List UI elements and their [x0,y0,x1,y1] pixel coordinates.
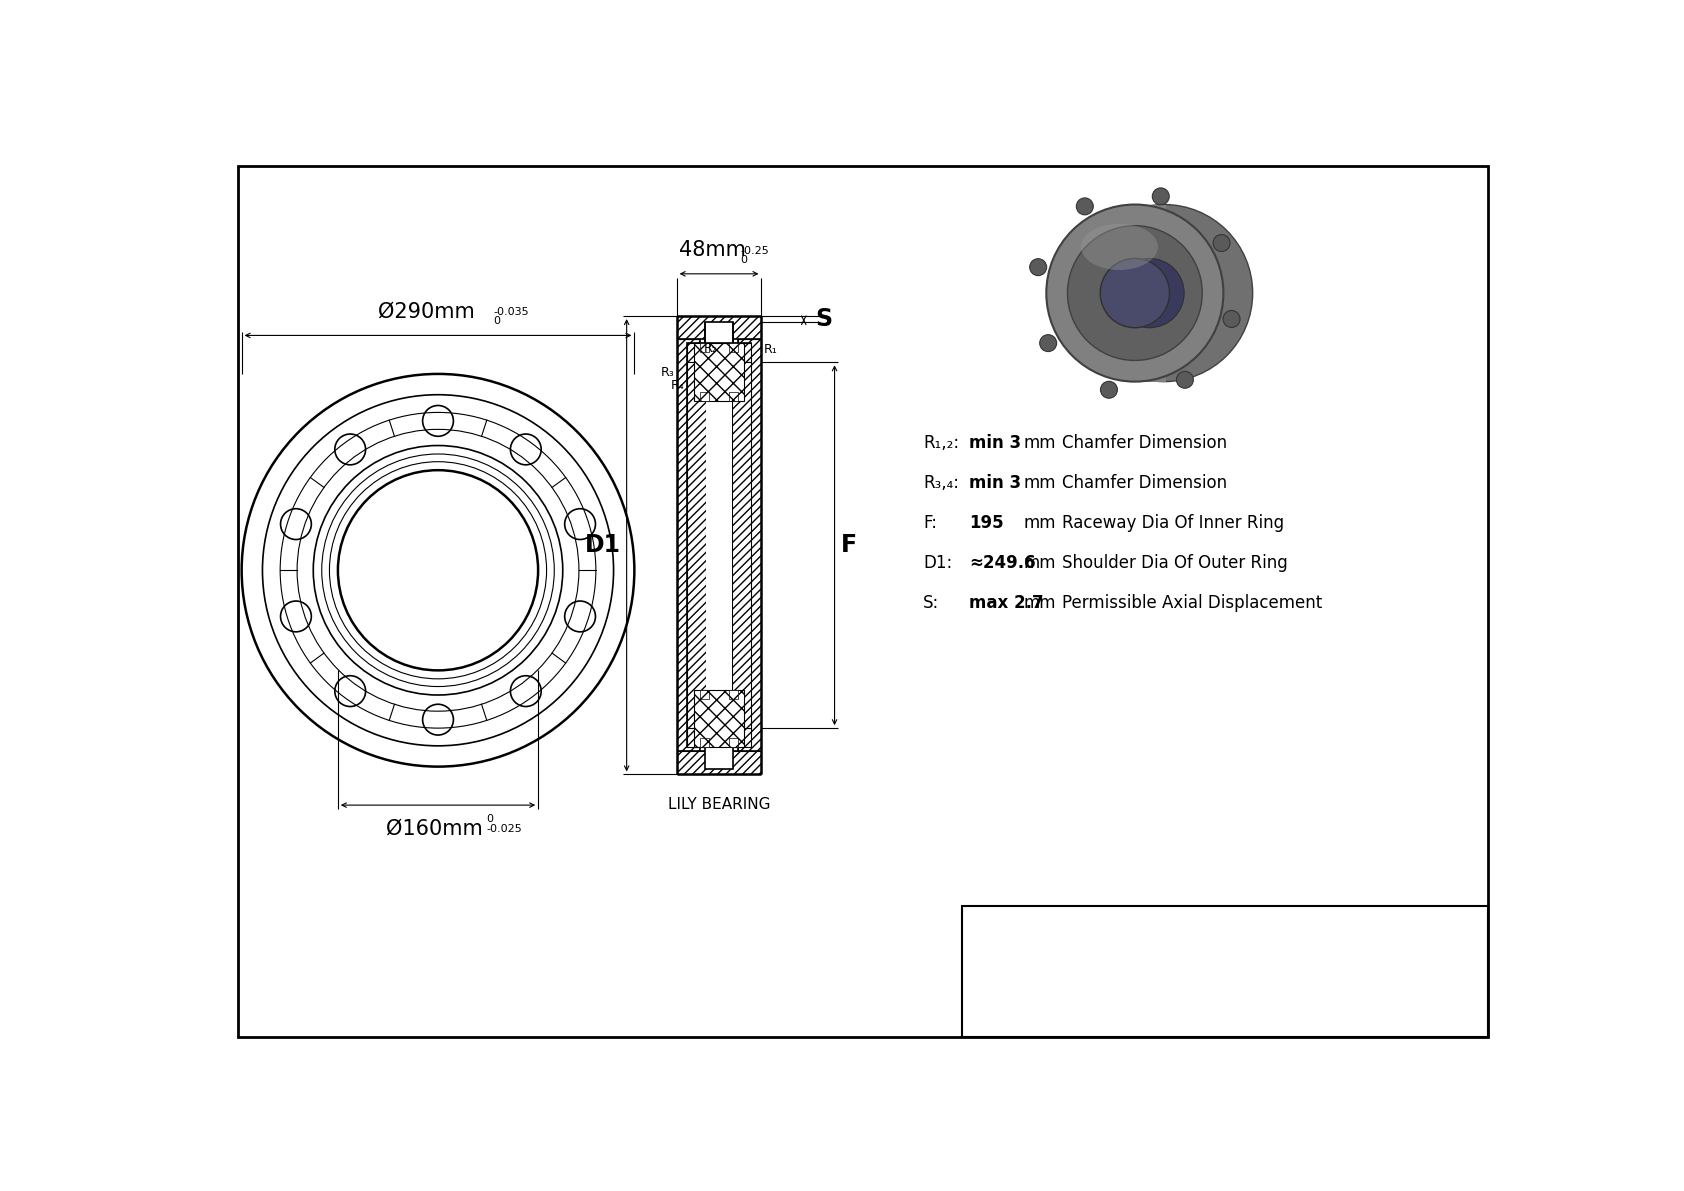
Bar [729,343,738,353]
Bar [687,362,706,728]
Text: min 3: min 3 [970,435,1022,453]
Bar [733,362,751,728]
Ellipse shape [1100,258,1169,328]
Text: mm: mm [1024,474,1056,492]
Bar [729,738,738,748]
Bar [706,748,733,769]
Bar [694,690,744,748]
Text: SHANGHAI LILY BEARING LIMITED: SHANGHAI LILY BEARING LIMITED [1123,921,1462,939]
Bar [962,906,1489,1037]
Text: 0: 0 [493,316,500,326]
Bar [701,690,709,699]
Bar [738,339,761,752]
Text: Raceway Dia Of Inner Ring: Raceway Dia Of Inner Ring [1061,515,1283,532]
Ellipse shape [1046,205,1223,381]
Text: mm: mm [1024,515,1056,532]
Bar [701,738,709,748]
Bar [687,343,751,362]
Text: LILY: LILY [973,910,1084,959]
Text: mm: mm [1024,554,1056,573]
Text: LILY BEARING: LILY BEARING [669,798,770,812]
Text: Chamfer Dimension: Chamfer Dimension [1061,435,1228,453]
Text: min 3: min 3 [970,474,1022,492]
Text: -0.025: -0.025 [487,824,522,834]
Text: 0: 0 [487,815,493,824]
Text: Permissible Axial Displacement: Permissible Axial Displacement [1061,594,1322,612]
Bar [694,343,744,401]
Bar [729,690,738,699]
Text: ®: ® [1064,915,1078,929]
Ellipse shape [1076,205,1253,381]
Text: 195: 195 [970,515,1004,532]
Text: R₃: R₃ [660,366,674,379]
Bar [701,339,738,752]
Ellipse shape [1223,311,1239,328]
Text: F:: F: [923,515,936,532]
Text: R₄: R₄ [670,379,684,392]
Ellipse shape [1039,335,1056,351]
Text: S: S [815,307,832,331]
Text: 0: 0 [741,255,748,264]
Text: max 2.7: max 2.7 [970,594,1044,612]
Text: R₂: R₂ [704,342,717,355]
Text: Chamfer Dimension: Chamfer Dimension [1061,474,1228,492]
Bar [701,392,709,401]
Bar [677,339,701,752]
Bar [687,728,751,748]
Text: Email: lilybearing@lily-bearing.com: Email: lilybearing@lily-bearing.com [1157,940,1428,955]
Bar [701,343,709,353]
Text: Ø290mm: Ø290mm [379,301,475,322]
Ellipse shape [1029,258,1047,275]
Text: D1: D1 [584,534,620,557]
Ellipse shape [1177,372,1194,388]
Ellipse shape [1212,235,1229,251]
Text: -0.25: -0.25 [741,247,770,256]
Text: ≈249.6: ≈249.6 [970,554,1036,573]
Bar [687,343,751,748]
Ellipse shape [1081,224,1159,270]
Ellipse shape [1100,381,1118,398]
Ellipse shape [1076,198,1093,214]
Text: Part
Number: Part Number [995,985,1063,1023]
Text: R₃,₄:: R₃,₄: [923,474,960,492]
Ellipse shape [1152,188,1169,205]
Bar [706,362,733,728]
Text: R₁: R₁ [765,343,778,356]
Bar [677,316,761,339]
Text: NU 232 ECML Cylindrical Roller Bearings: NU 232 ECML Cylindrical Roller Bearings [1110,994,1475,1012]
Ellipse shape [1068,226,1202,361]
Text: mm: mm [1024,435,1056,453]
Text: S:: S: [923,594,940,612]
FancyBboxPatch shape [1133,205,1165,381]
Text: R₁,₂:: R₁,₂: [923,435,960,453]
Ellipse shape [1115,258,1184,328]
Text: F: F [840,534,857,557]
Text: 48mm: 48mm [679,239,746,260]
Bar [729,392,738,401]
Text: D1:: D1: [923,554,953,573]
Text: Shoulder Dia Of Outer Ring: Shoulder Dia Of Outer Ring [1061,554,1288,573]
Bar [677,752,761,774]
Text: -0.035: -0.035 [493,307,529,317]
Text: mm: mm [1024,594,1056,612]
Bar [706,322,733,343]
Text: Ø160mm: Ø160mm [386,819,483,838]
